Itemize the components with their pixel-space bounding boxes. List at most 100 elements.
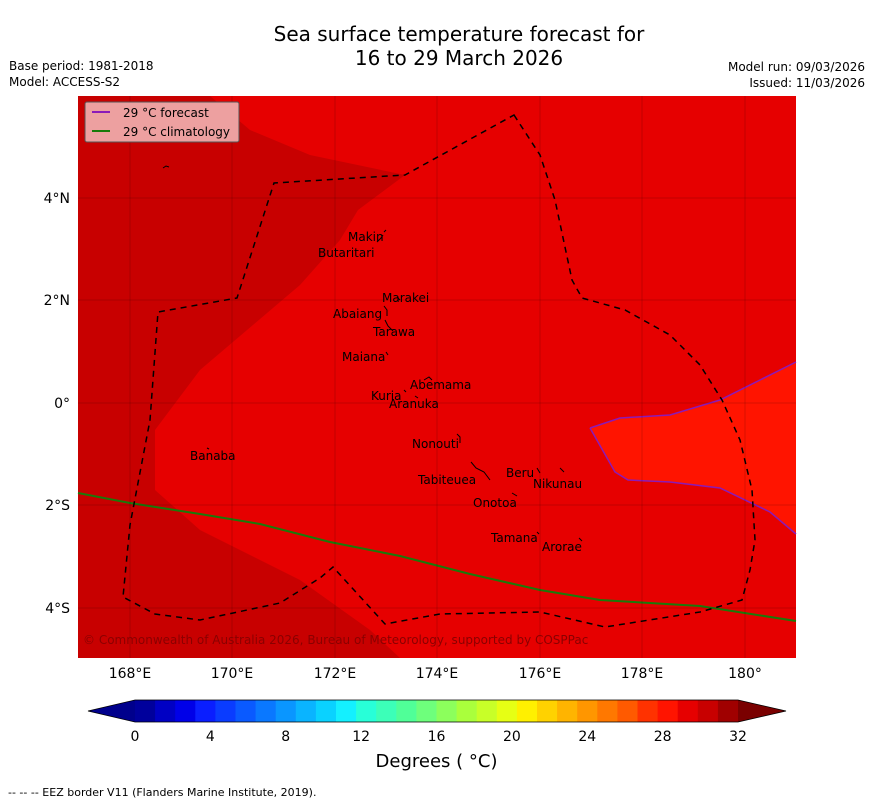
- colorbar-swatch: [697, 700, 719, 722]
- base-period-text: Base period: 1981-2018: [9, 59, 154, 73]
- colorbar-tick-label: 12: [352, 729, 370, 745]
- place-label: Marakei: [382, 291, 429, 305]
- colorbar-swatch: [557, 700, 578, 722]
- place-label: Tarawa: [372, 325, 415, 339]
- eez-footnote: -- -- -- EEZ border V11 (Flanders Marine…: [8, 786, 317, 799]
- colorbar-swatch: [275, 700, 297, 722]
- chart-title-line2: 16 to 29 March 2026: [354, 46, 564, 70]
- colorbar-swatch: [677, 700, 699, 722]
- axis-lon-labels: 168°E 170°E 172°E 174°E 176°E 178°E 180°: [109, 666, 762, 682]
- colorbar-swatch: [516, 700, 538, 722]
- chart-title-line1: Sea surface temperature forecast for: [273, 22, 645, 46]
- lon-tick-label: 170°E: [211, 666, 254, 682]
- colorbar-swatch: [416, 700, 437, 722]
- model-text: Model: ACCESS-S2: [9, 75, 121, 89]
- graticule: [78, 96, 796, 658]
- model-run-text: Model run: 09/03/2026: [727, 60, 865, 74]
- colorbar-swatch: [537, 700, 558, 722]
- colorbar-swatch: [657, 700, 679, 722]
- colorbar-swatch: [637, 700, 659, 722]
- place-label: Maiana: [342, 350, 385, 364]
- colorbar-swatch: [617, 700, 638, 722]
- issued-text: Issued: 11/03/2026: [749, 76, 865, 90]
- chart-title: Sea surface temperature forecast for 16 …: [0, 22, 873, 70]
- colorbar-tick-label: 8: [281, 729, 290, 745]
- island-outlines: [162, 165, 583, 542]
- legend-climatology-label: 29 °C climatology: [123, 125, 230, 139]
- legend-box: [84, 101, 240, 143]
- place-label: Beru: [506, 466, 534, 480]
- place-label: Tabiteuea: [417, 473, 476, 487]
- place-label: Butaritari: [318, 246, 375, 260]
- lon-tick-label: 174°E: [416, 666, 459, 682]
- forecast-29c-contour-upper: [589, 361, 797, 429]
- colorbar-swatch: [436, 700, 458, 722]
- colorbar-tick-label: 16: [428, 729, 446, 745]
- place-label: Arorae: [542, 540, 582, 554]
- lon-tick-label: 178°E: [621, 666, 664, 682]
- place-label: Banaba: [190, 449, 236, 463]
- legend: 29 °C forecast 29 °C climatology: [84, 101, 240, 143]
- meta-right: Model run: 09/03/2026 Issued: 11/03/2026: [728, 59, 865, 91]
- colorbar-tick-label: 24: [578, 729, 596, 745]
- colorbar-swatch: [155, 700, 176, 722]
- lon-tick-label: 180°: [728, 666, 762, 682]
- colorbar-tick-labels: 0 4 8 12 16 20 24 28 32: [131, 729, 747, 745]
- colorbar-swatch: [235, 700, 257, 722]
- colorbar-swatch: [376, 700, 397, 722]
- colorbar-low-extend: [88, 700, 135, 722]
- place-label: Makin: [348, 230, 384, 244]
- legend-forecast-label: 29 °C forecast: [123, 106, 209, 120]
- colorbar-tick-label: 32: [729, 729, 747, 745]
- climatology-29c-contour: [77, 492, 797, 622]
- colorbar-swatch: [476, 700, 498, 722]
- eez-border: [122, 114, 756, 628]
- lat-tick-label: 0°: [54, 396, 70, 412]
- colorbar-swatch: [255, 700, 277, 722]
- colorbar-outline: [87, 699, 787, 723]
- axis-lat-labels: 4°N 2°N 0° 2°S 4°S: [44, 191, 71, 617]
- meta-left: Base period: 1981-2018 Model: ACCESS-S2: [9, 58, 154, 90]
- colorbar-label: Degrees ( °C): [375, 751, 498, 772]
- colorbar-swatch: [336, 700, 357, 722]
- sst-field-27-28: [590, 362, 796, 534]
- lon-tick-label: 176°E: [519, 666, 562, 682]
- lat-tick-label: 2°N: [44, 293, 70, 309]
- lon-tick-label: 172°E: [314, 666, 357, 682]
- place-label: Nonouti: [412, 437, 459, 451]
- place-labels: Makin Butaritari Marakei Abaiang Tarawa …: [190, 230, 582, 554]
- colorbar-swatch: [215, 700, 236, 722]
- colorbar-swatch: [597, 700, 618, 722]
- colorbar-swatch: [195, 700, 216, 722]
- lon-tick-label: 168°E: [109, 666, 152, 682]
- colorbar: [87, 699, 787, 723]
- place-label: Kuria: [371, 389, 402, 403]
- place-label: Tamana: [490, 531, 538, 545]
- colorbar-tick-label: 20: [503, 729, 521, 745]
- colorbar-swatch: [396, 700, 417, 722]
- colorbar-swatch: [717, 700, 739, 722]
- colorbar-swatch: [577, 700, 598, 722]
- lat-tick-label: 4°N: [44, 191, 70, 207]
- sst-field-30-31: [78, 96, 405, 658]
- colorbar-swatch: [135, 700, 156, 722]
- colorbar-tick-label: 4: [206, 729, 215, 745]
- place-label: Nikunau: [533, 477, 582, 491]
- lat-tick-label: 4°S: [45, 601, 70, 617]
- place-label: Abaiang: [333, 307, 382, 321]
- place-label: Abemama: [410, 378, 471, 392]
- colorbar-tick-label: 0: [131, 729, 140, 745]
- colorbar-swatch: [175, 700, 196, 722]
- place-label: Onotoa: [473, 496, 517, 510]
- colorbar-swatch: [315, 700, 337, 722]
- colorbar-swatch: [295, 700, 317, 722]
- forecast-29c-contour-lower: [589, 427, 797, 535]
- copyright-text: © Commonwealth of Australia 2026, Bureau…: [83, 633, 588, 647]
- colorbar-tick-label: 28: [654, 729, 672, 745]
- colorbar-high-extend: [738, 700, 786, 722]
- place-label: Aranuka: [389, 397, 439, 411]
- colorbar-swatch: [456, 700, 478, 722]
- colorbar-swatch: [356, 700, 377, 722]
- lat-tick-label: 2°S: [45, 498, 70, 514]
